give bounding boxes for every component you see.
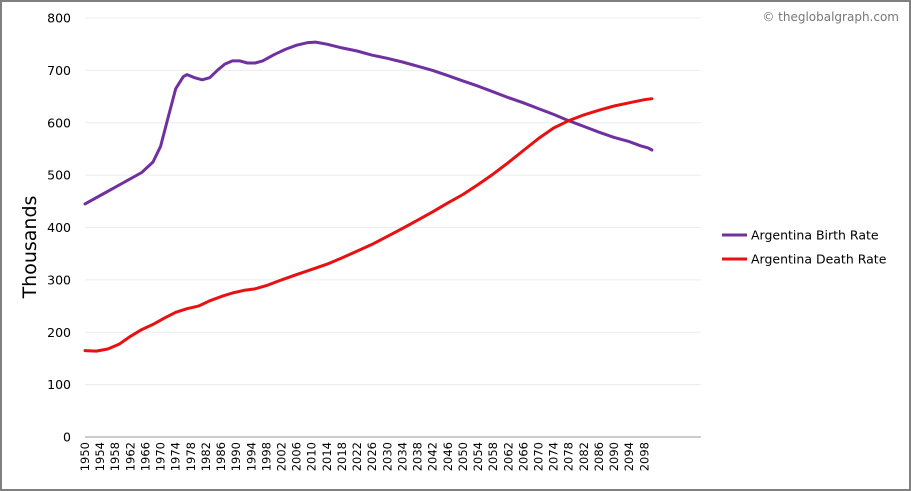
x-tick-label: 2030: [380, 442, 394, 471]
x-tick-label: 1994: [244, 442, 258, 471]
x-tick-label: 2006: [290, 442, 304, 471]
legend-label: Argentina Death Rate: [751, 252, 887, 267]
x-tick-label: 2034: [395, 442, 409, 471]
x-tick-label: 2058: [486, 442, 500, 471]
x-tick-label: 2026: [365, 442, 379, 471]
y-tick-label: 400: [47, 220, 71, 235]
x-tick-label: 2078: [562, 442, 576, 471]
y-tick-label: 0: [63, 430, 71, 445]
x-tick-label: 1974: [169, 442, 183, 471]
x-tick-label: 1966: [138, 442, 152, 471]
legend: Argentina Birth Rate Argentina Death Rate: [722, 228, 887, 267]
x-tick-label: 2082: [577, 442, 591, 471]
grid-lines: [85, 17, 701, 386]
x-tick-label: 1982: [199, 442, 213, 471]
y-tick-label: 200: [47, 325, 71, 340]
x-tick-label: 2054: [471, 442, 485, 471]
x-tick-label: 2002: [275, 442, 289, 471]
x-tick-label: 2018: [335, 442, 349, 471]
x-tick-label: 1962: [123, 442, 137, 471]
series-line-birth-rate: [83, 40, 654, 206]
x-tick-label: 2074: [547, 442, 561, 471]
x-tick-label: 1958: [108, 442, 122, 471]
x-tick-label: 2022: [350, 442, 364, 471]
y-tick-label: 500: [47, 168, 71, 183]
y-tick-label: 700: [47, 63, 71, 78]
x-tick-label: 2014: [320, 442, 334, 471]
x-tick-label: 1954: [93, 442, 107, 471]
series-layer: [83, 40, 654, 353]
x-tick-label: 2094: [622, 442, 636, 471]
x-tick-label: 2010: [305, 442, 319, 471]
x-tick-label: 1998: [259, 442, 273, 471]
x-tick-label: 2066: [516, 442, 530, 471]
x-tick-label: 2062: [501, 442, 515, 471]
y-axis-label: Thousands: [19, 196, 41, 300]
x-tick-label: 2046: [441, 442, 455, 471]
y-tick-label: 600: [47, 115, 71, 130]
y-tick-label: 300: [47, 272, 71, 287]
x-tick-label: 2090: [607, 442, 621, 471]
x-tick-label: 1970: [154, 442, 168, 471]
x-tick-label: 1978: [184, 442, 198, 471]
legend-label: Argentina Birth Rate: [751, 228, 879, 243]
x-tick-label: 2086: [592, 442, 606, 471]
credit-text: © theglobalgraph.com: [762, 10, 899, 24]
x-tick-label: 1986: [214, 442, 228, 471]
x-tick-label: 1990: [229, 442, 243, 471]
x-tick-label: 2042: [426, 442, 440, 471]
series-line-death-rate: [83, 97, 654, 353]
x-tick-label: 2098: [637, 442, 651, 471]
x-tick-label: 1950: [78, 442, 92, 471]
x-tick-label: 2070: [531, 442, 545, 471]
y-tick-labels: 0 100 200 300 400 500 600 700 800: [47, 11, 71, 445]
x-tick-label: 2038: [411, 442, 425, 471]
y-tick-label: 800: [47, 11, 71, 26]
x-tick-labels: 1950 1954 1958 1962 1966 1970 1974 1978 1982 1986…: [78, 442, 651, 471]
y-tick-label: 100: [47, 377, 71, 392]
x-tick-label: 2050: [456, 442, 470, 471]
